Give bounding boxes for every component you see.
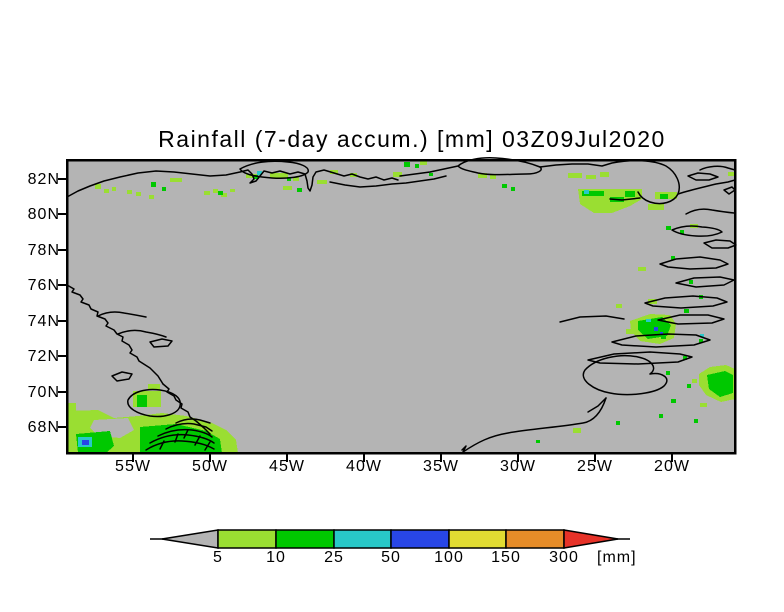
colorbar-tick-label: 5 xyxy=(213,549,223,566)
colorbar-tick-label: 150 xyxy=(491,549,521,566)
x-tick-label: 25W xyxy=(577,458,613,475)
y-tick-label: 68N xyxy=(27,419,60,436)
x-tick-label: 50W xyxy=(192,458,228,475)
y-axis-ticks xyxy=(58,178,67,428)
colorbar-tick-label: 100 xyxy=(434,549,464,566)
y-tick-label: 74N xyxy=(27,313,60,330)
x-tick-label: 35W xyxy=(423,458,459,475)
rain-blue-patches xyxy=(82,327,663,445)
map-frame xyxy=(58,158,737,462)
y-tick-label: 72N xyxy=(27,348,60,365)
y-tick-label: 80N xyxy=(27,206,60,223)
y-tick-label: 76N xyxy=(27,277,60,294)
colorbar-seg-1 xyxy=(217,529,277,549)
y-tick-label: 78N xyxy=(27,242,60,259)
colorbar-tick-label: 10 xyxy=(266,549,286,566)
plot-title: Rainfall (7-day accum.) [mm] 03Z09Jul202… xyxy=(158,126,666,152)
x-tick-label: 45W xyxy=(269,458,305,475)
colorbar-seg-6 xyxy=(505,529,565,549)
colorbar-right-arrow xyxy=(563,529,619,549)
map-background xyxy=(67,160,735,453)
coastlines xyxy=(66,157,737,453)
colorbar xyxy=(150,529,630,549)
x-tick-label: 20W xyxy=(654,458,690,475)
x-tick-label: 55W xyxy=(115,458,151,475)
colorbar-tick-label: 25 xyxy=(324,549,344,566)
colorbar-tick-label: 50 xyxy=(381,549,401,566)
colorbar-tick-label: 300 xyxy=(549,549,579,566)
x-tick-label: 40W xyxy=(346,458,382,475)
colorbar-seg-2 xyxy=(275,529,335,549)
x-axis-ticks xyxy=(132,453,673,462)
colorbar-unit-label: [mm] xyxy=(597,549,637,566)
x-tick-label: 30W xyxy=(500,458,536,475)
colorbar-seg-3 xyxy=(333,529,392,549)
colorbar-seg-4 xyxy=(390,529,450,549)
colorbar-left-arrow xyxy=(161,529,219,549)
colorbar-seg-5 xyxy=(448,529,507,549)
y-tick-label: 82N xyxy=(27,171,60,188)
y-tick-label: 70N xyxy=(27,384,60,401)
